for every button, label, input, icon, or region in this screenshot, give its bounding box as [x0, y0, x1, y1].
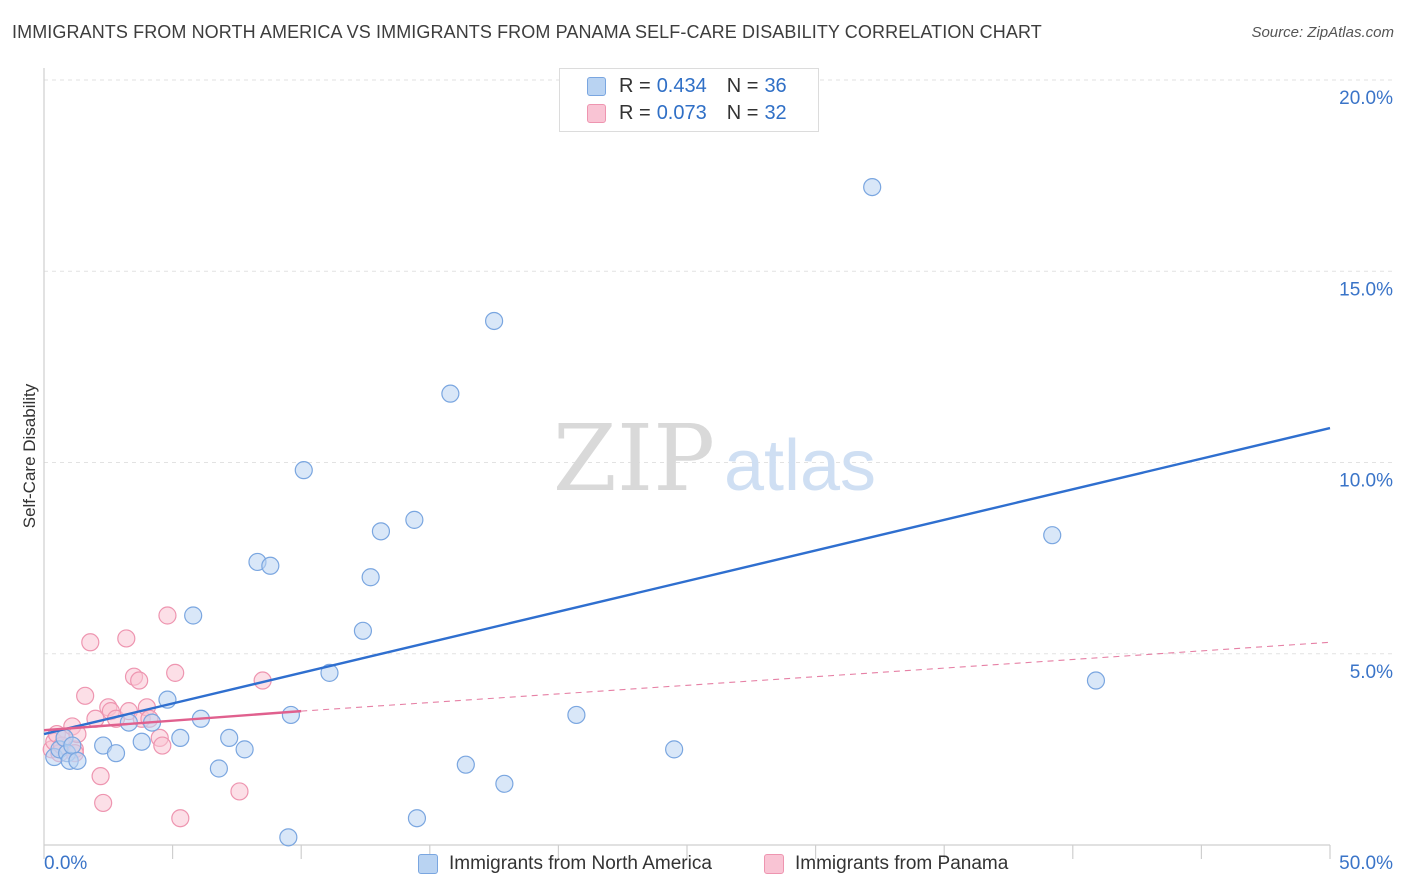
- legend-row-north-america: R = 0.434 N = 36: [587, 73, 787, 99]
- grid-layer: [44, 79, 1395, 655]
- watermark-zip: ZIP: [553, 405, 715, 512]
- point-north-america: [106, 744, 126, 763]
- legend-n-label: N =: [726, 74, 759, 97]
- point-panama: [158, 606, 177, 625]
- point-panama: [81, 633, 100, 652]
- y-tick-label: 20.0%: [1339, 88, 1393, 109]
- x-tick-label: 50.0%: [1339, 853, 1393, 874]
- trend-line-north-america: [43, 426, 1331, 736]
- legend-r-value-north-america: 0.434: [656, 74, 707, 97]
- point-north-america: [294, 461, 313, 480]
- point-panama: [91, 767, 110, 786]
- legend-swatch-panama: [587, 103, 606, 123]
- y-axis-label: Self-Care Disability: [20, 383, 39, 529]
- point-north-america: [279, 828, 298, 847]
- axis-layer: [43, 68, 1331, 859]
- y-tick-label: 15.0%: [1339, 279, 1393, 300]
- point-north-america: [261, 556, 280, 575]
- trend-line-panama: [43, 709, 302, 732]
- tick-label-layer: 5.0% 10.0% 15.0% 20.0% 0.0% 50.0%: [44, 88, 1393, 874]
- point-north-america: [407, 809, 427, 828]
- point-north-america: [567, 705, 586, 725]
- point-panama: [153, 736, 172, 755]
- point-panama: [171, 809, 190, 828]
- point-north-america: [495, 774, 514, 793]
- legend-r-label: R =: [619, 74, 651, 97]
- point-north-america: [209, 759, 228, 778]
- point-north-america: [184, 606, 203, 625]
- point-panama: [130, 671, 149, 690]
- point-north-america: [235, 740, 254, 759]
- chart-source: Source: ZipAtlas.com: [1251, 24, 1394, 41]
- point-north-america: [171, 728, 190, 748]
- y-tick-label: 5.0%: [1350, 662, 1393, 683]
- point-north-america: [863, 178, 882, 197]
- bottom-legend-label-north-america: Immigrants from North America: [449, 853, 712, 874]
- point-north-america: [371, 522, 391, 541]
- legend-n-value-north-america: 36: [764, 74, 787, 97]
- point-north-america: [405, 510, 424, 529]
- legend-r-label: R =: [619, 101, 651, 124]
- legend-n-label: N =: [726, 101, 759, 124]
- point-north-america: [441, 384, 460, 403]
- point-north-america: [353, 621, 373, 640]
- point-panama: [94, 793, 113, 813]
- bottom-legend-swatch-north-america: [418, 854, 438, 874]
- point-north-america: [665, 740, 684, 759]
- chart-title: IMMIGRANTS FROM NORTH AMERICA VS IMMIGRA…: [12, 22, 1042, 42]
- point-north-america: [220, 728, 239, 748]
- legend-r-value-panama: 0.073: [656, 101, 707, 124]
- point-north-america: [361, 568, 380, 587]
- point-north-america: [456, 755, 475, 774]
- trend-line-panama-extension: [301, 641, 1331, 712]
- point-panama: [76, 686, 95, 705]
- point-north-america: [1086, 671, 1106, 690]
- bottom-legend-label-panama: Immigrants from Panama: [795, 853, 1009, 874]
- point-panama: [166, 663, 185, 682]
- bottom-legend-swatch-panama: [764, 854, 784, 874]
- bottom-legend-panama: Immigrants from Panama: [764, 852, 1008, 876]
- x-tick-label: 0.0%: [44, 853, 87, 874]
- watermark-atlas: atlas: [724, 426, 876, 506]
- point-north-america: [320, 663, 339, 682]
- point-panama: [230, 782, 249, 801]
- point-north-america: [1043, 526, 1062, 545]
- y-tick-label: 10.0%: [1339, 471, 1393, 492]
- point-north-america: [63, 736, 82, 755]
- point-north-america: [281, 705, 301, 725]
- point-north-america: [485, 311, 504, 331]
- legend-n-value-panama: 32: [764, 101, 787, 124]
- bottom-legend-north-america: Immigrants from North America: [418, 852, 712, 876]
- trend-layer: [43, 426, 1331, 736]
- points-layer: [42, 178, 1106, 847]
- legend-box: R = 0.434 N = 36 R = 0.073 N = 32: [559, 68, 819, 132]
- legend-row-panama: R = 0.073 N = 32: [587, 100, 787, 126]
- watermark-layer: ZIP atlas: [553, 405, 876, 512]
- point-north-america: [68, 751, 87, 770]
- point-panama: [117, 629, 136, 648]
- point-north-america: [132, 732, 151, 751]
- legend-swatch-north-america: [587, 76, 606, 96]
